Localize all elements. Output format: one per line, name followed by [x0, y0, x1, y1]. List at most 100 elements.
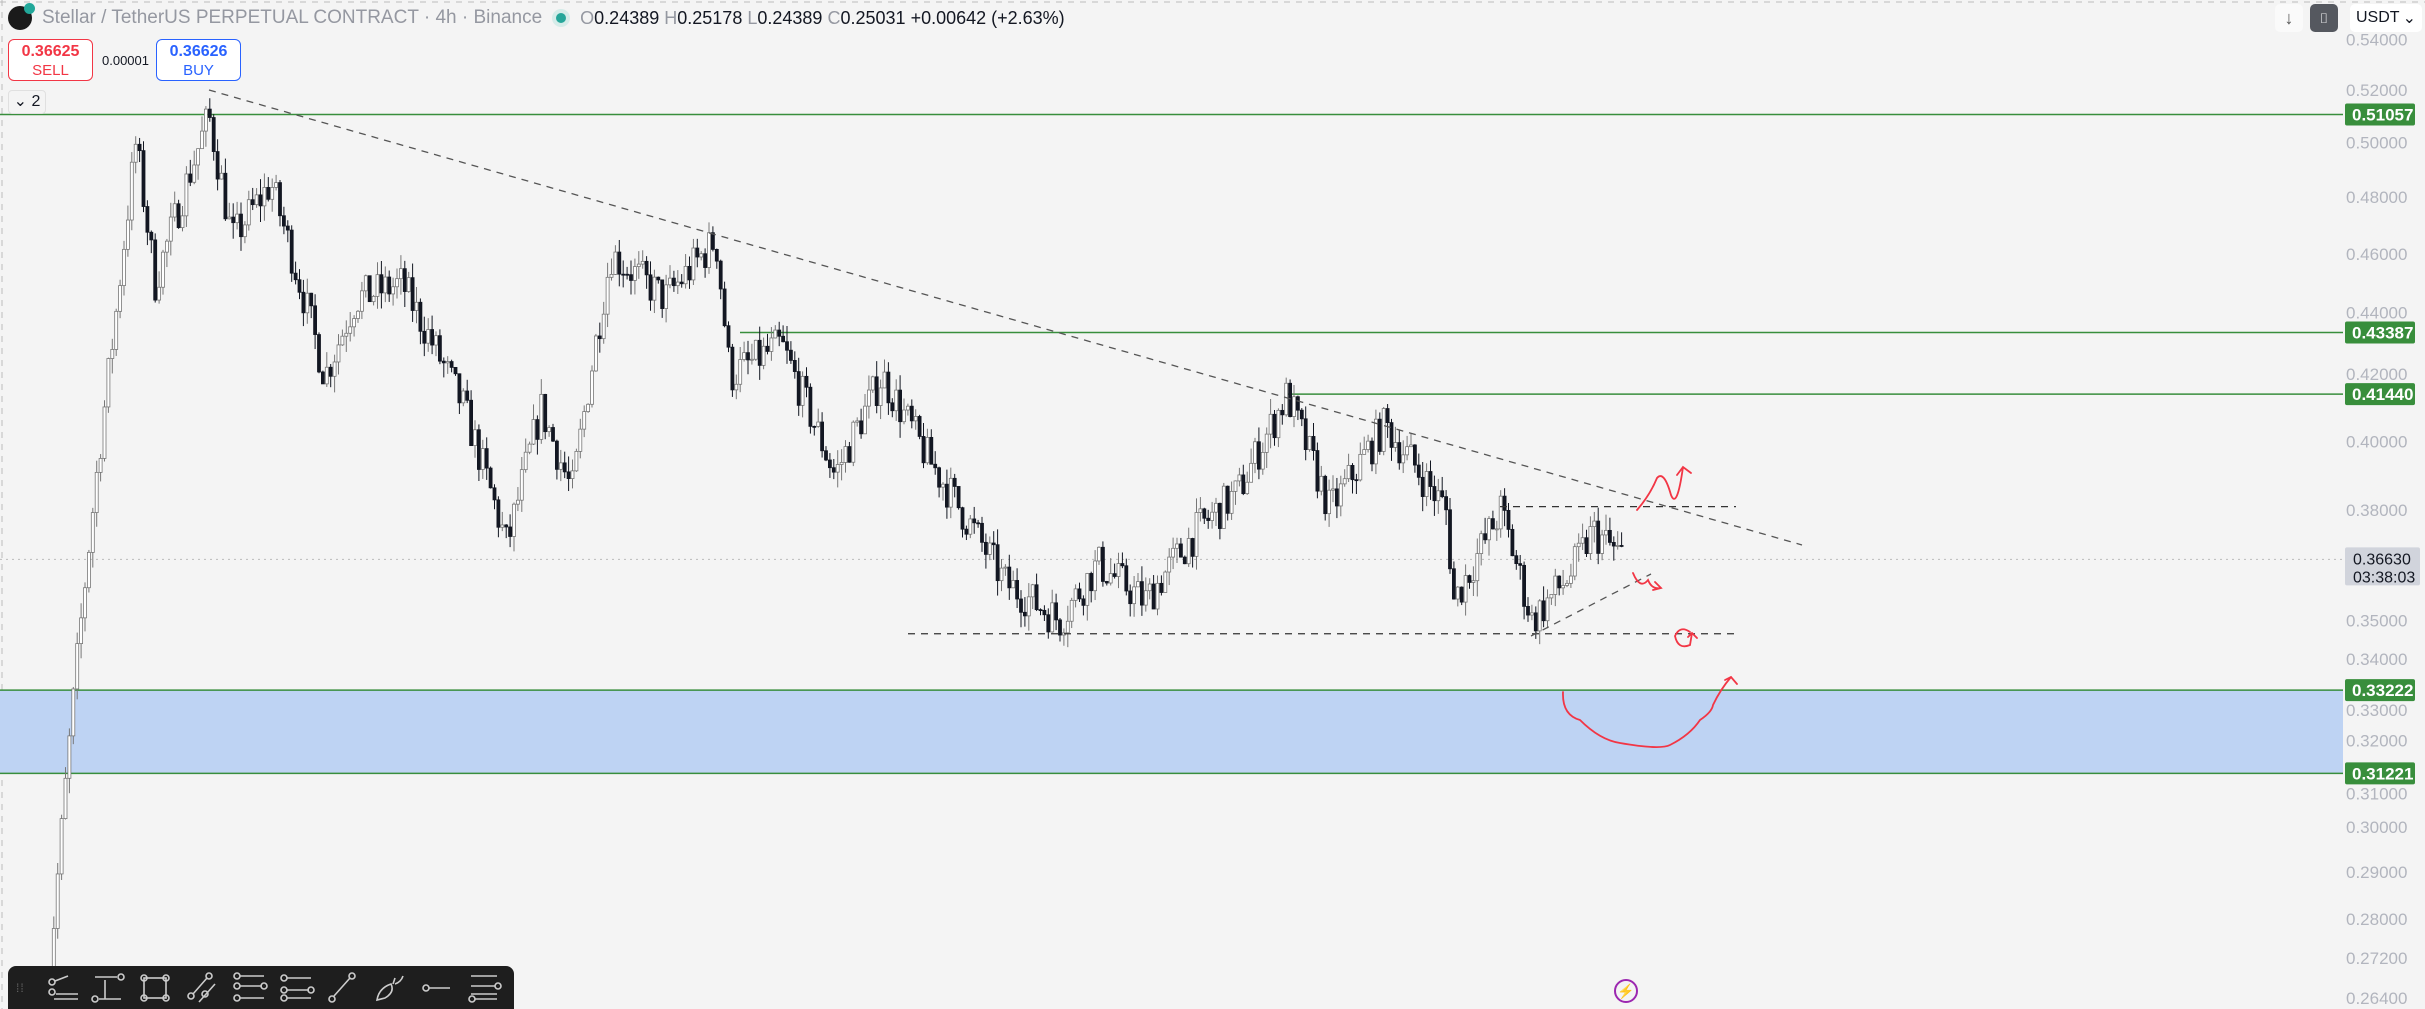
candle-body [1350, 464, 1355, 481]
candle-body [843, 446, 848, 463]
price-tick-label: 0.40000 [2346, 432, 2407, 451]
currency-select[interactable]: USDT ⌄ [2350, 4, 2422, 32]
candle-body [1619, 545, 1624, 547]
candle-body [375, 274, 380, 297]
candle-body [956, 486, 961, 509]
candle-body [1420, 476, 1425, 497]
brush-icon[interactable] [367, 970, 414, 1006]
candle-body [531, 419, 536, 445]
high-label: H [664, 7, 678, 28]
sell-button[interactable]: 0.36625 SELL [8, 39, 93, 81]
multi-level-icon[interactable] [38, 970, 85, 1006]
candle-body [878, 387, 883, 406]
candle-body [465, 390, 470, 401]
candle-body [578, 428, 583, 452]
deep-dip-arrow-drawing [1562, 675, 1738, 748]
horizontal-ray-icon[interactable] [414, 970, 461, 1006]
candle-body [1124, 565, 1129, 592]
candle-body [750, 358, 754, 361]
candle-body [691, 247, 696, 281]
candle-body [1600, 534, 1604, 554]
buy-price: 0.36626 [169, 43, 228, 60]
candle-body [1604, 529, 1608, 536]
candle-body [1424, 471, 1429, 497]
candle-body [746, 352, 750, 361]
open-label: O [580, 7, 595, 28]
candle-body [785, 341, 789, 351]
close-value: 0.25031 [840, 7, 906, 28]
candle-body [683, 265, 688, 285]
candle-body [730, 346, 735, 391]
candle-body [309, 292, 314, 307]
candle-body [738, 359, 743, 385]
candle-body [945, 483, 949, 508]
price-tick-label: 0.42000 [2346, 365, 2407, 384]
level-price-badge [2345, 679, 2415, 702]
camera-icon[interactable]: ⌷ [2310, 4, 2338, 32]
candle-body [1093, 560, 1097, 592]
indicators-toggle[interactable]: ⌄ 2 [8, 90, 46, 114]
candle-body [223, 172, 228, 220]
candle-body [1335, 488, 1339, 507]
candle-body [1432, 486, 1437, 502]
candle-body [203, 108, 208, 132]
candle-body [1046, 614, 1051, 633]
price-tick-label: 0.27200 [2346, 949, 2407, 968]
price-range-icon[interactable] [85, 970, 132, 1006]
candle-body [1296, 396, 1300, 411]
candle-body [1218, 502, 1222, 529]
symbol-title[interactable]: Stellar / TetherUS PERPETUAL CONTRACT · … [42, 7, 543, 28]
candle-body [765, 345, 770, 352]
candle-body [1284, 382, 1289, 416]
candle-body [808, 386, 813, 427]
candle-body [1385, 408, 1390, 424]
candle-body [246, 199, 251, 226]
fib-retracement-icon[interactable] [226, 970, 273, 1006]
candle-body [609, 274, 614, 278]
candle-body [543, 393, 548, 433]
candle-body [313, 305, 318, 335]
trend-line-icon[interactable] [320, 970, 367, 1006]
candle-body [418, 301, 423, 332]
candle-body [1494, 528, 1499, 531]
candle-body [890, 402, 895, 412]
horizontal-lines-icon[interactable] [461, 970, 508, 1006]
candle-body [917, 416, 922, 437]
candle-body [398, 268, 403, 280]
candle-body [1572, 546, 1577, 577]
price-tick-label: 0.50000 [2346, 134, 2407, 153]
drag-handle-icon[interactable]: ⁞⁞ [16, 980, 25, 995]
lightning-icon[interactable]: ⚡ [1614, 979, 1638, 1003]
candle-body [742, 352, 746, 360]
candle-body [757, 339, 762, 366]
candle-body [660, 279, 665, 309]
candle-body [1611, 541, 1616, 547]
candle-body [94, 471, 99, 513]
candle-body [379, 274, 384, 294]
buy-button[interactable]: 0.36626 BUY [156, 39, 241, 81]
buy-label: BUY [183, 62, 214, 79]
candle-body [340, 335, 345, 346]
candle-body [594, 335, 598, 372]
candle-body [1370, 440, 1374, 465]
candle-body [570, 470, 575, 479]
candle-body [1143, 590, 1148, 606]
candle-body [882, 371, 887, 389]
candle-body [457, 373, 462, 404]
candle-body [1241, 474, 1246, 495]
arrow-down-icon[interactable]: ↓ [2275, 4, 2303, 32]
candle-body [1307, 436, 1312, 450]
candle-body [1530, 612, 1534, 616]
candle-body [781, 335, 785, 343]
candle-body [1319, 475, 1324, 492]
rectangle-icon[interactable] [132, 970, 179, 1006]
candle-body [874, 376, 879, 406]
candle-body [149, 231, 154, 241]
fib-extension-icon[interactable] [273, 970, 320, 1006]
candle-body [952, 477, 957, 487]
candle-body [902, 409, 906, 423]
parallel-lines-icon[interactable] [179, 970, 226, 1006]
candle-body [157, 286, 162, 301]
candle-body [1132, 586, 1136, 605]
